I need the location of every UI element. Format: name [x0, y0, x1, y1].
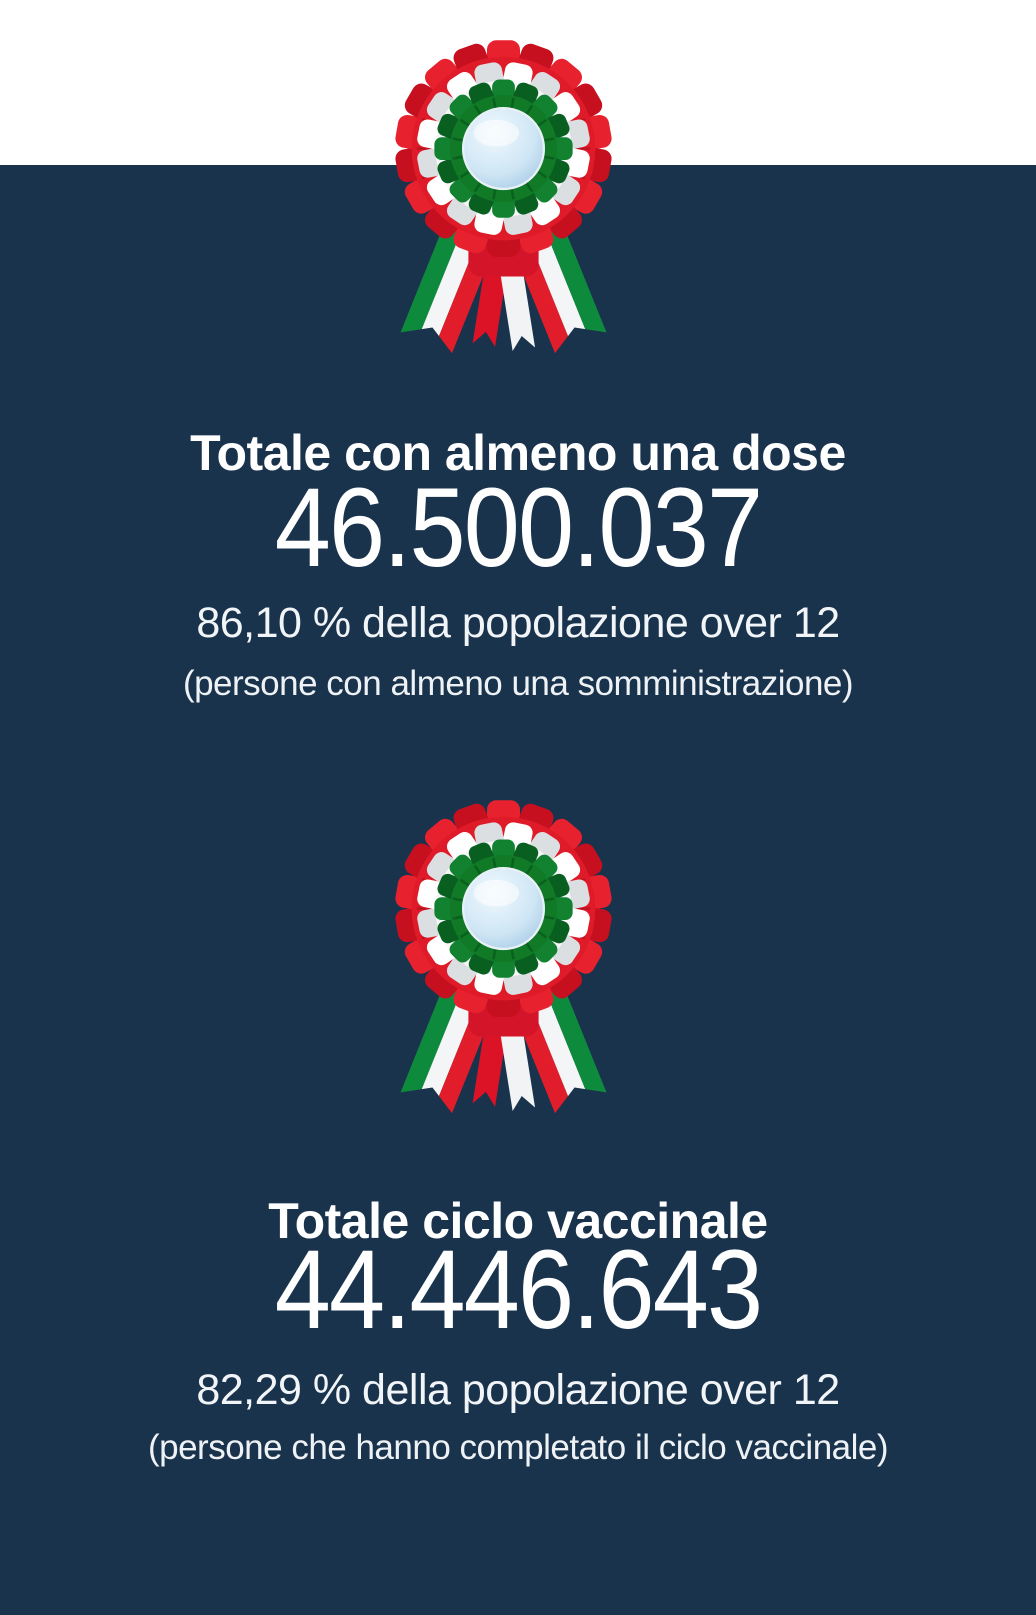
- stat-title: Totale con almeno una dose: [190, 424, 846, 481]
- stat-percent-line: 86,10 % della popolazione over 12: [196, 599, 840, 647]
- stat-value: 44.446.643: [274, 1227, 763, 1352]
- italian-cockade-icon: [390, 35, 617, 386]
- stat-value: 46.500.037: [274, 465, 763, 590]
- italian-cockade-icon: [390, 795, 617, 1146]
- stat-note-line: (persone con almeno una somministrazione…: [182, 664, 854, 703]
- stat-percent-line: 82,29 % della popolazione over 12: [196, 1366, 840, 1414]
- stat-note-line: (persone che hanno completato il ciclo v…: [147, 1428, 889, 1467]
- stat-title: Totale ciclo vaccinale: [268, 1192, 768, 1249]
